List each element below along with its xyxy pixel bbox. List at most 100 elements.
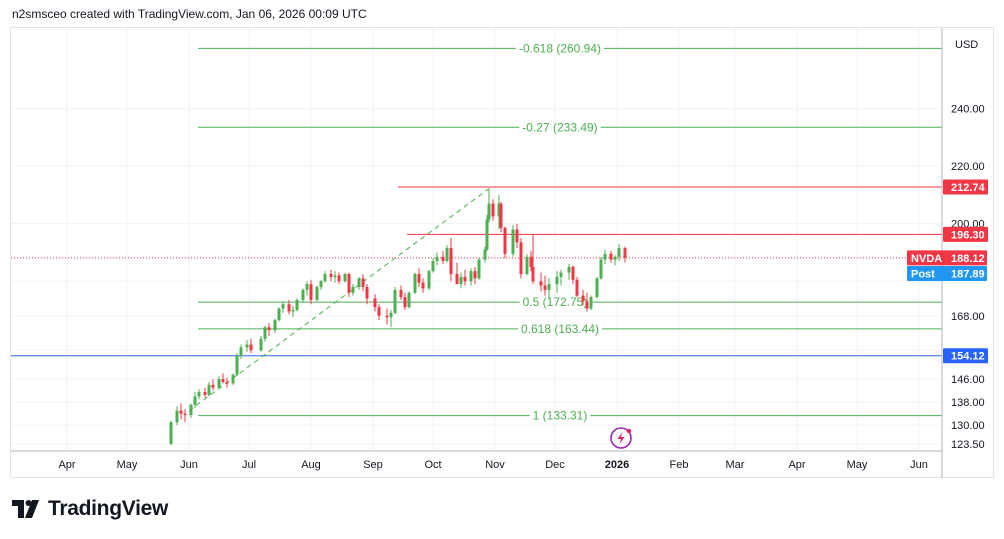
candle-body [499, 203, 503, 228]
fib-level-label: 0.5 (172.75) [523, 295, 588, 309]
x-tick-label: May [117, 459, 138, 471]
candle-body [263, 327, 267, 339]
tradingview-logo-icon [12, 500, 39, 518]
candle-body [613, 256, 617, 260]
x-axis[interactable]: Apr May Jun Jul Aug Sep Oct Nov Dec 2026 Feb Mar Apr… [11, 450, 942, 471]
candle-body [287, 304, 291, 312]
candle-body [211, 384, 215, 388]
candle-body [393, 289, 397, 313]
symbol-tag-value: 188.12 [951, 253, 985, 265]
y-tick-label: 146.00 [951, 374, 985, 386]
candle-body [319, 281, 323, 287]
candle-body [421, 282, 425, 289]
price-tag-value: 154.12 [951, 351, 985, 363]
fib-label-bg [519, 120, 601, 135]
x-tick-label: Dec [545, 459, 565, 471]
symbol-tag-box [907, 250, 987, 266]
grid-lines [11, 28, 942, 451]
price-tag-value: 212.74 [951, 182, 986, 194]
candle-body [455, 274, 459, 285]
candle-body [207, 384, 211, 395]
fib-level-label: 1 (133.31) [533, 409, 588, 423]
candle-body [483, 249, 487, 260]
candle-body [543, 285, 547, 290]
fibonacci-levels[interactable]: -0.618 (260.94) -0.27 (233.49) 0.5 (172.75… [11, 41, 942, 423]
candle-body [217, 379, 221, 388]
candle-body [281, 304, 285, 309]
candle-body [585, 301, 589, 309]
candle-body [235, 356, 239, 375]
currency-label[interactable]: USD [955, 39, 978, 51]
y-tick-label: 220.00 [951, 161, 985, 173]
candle-body [603, 253, 607, 260]
candle-body [351, 286, 355, 293]
candle-body [193, 396, 197, 405]
logo-wordmark: TradingView [48, 497, 169, 520]
candle-body [175, 410, 179, 423]
y-tick-label: 168.00 [951, 311, 985, 323]
fib-level-label: -0.27 (233.49) [522, 120, 597, 134]
symbol-tag-name: NVDA [911, 253, 942, 265]
candle-body [435, 256, 439, 262]
candle-body [343, 274, 347, 282]
x-tick-label: Nov [485, 459, 505, 471]
chart-panel[interactable] [10, 27, 994, 478]
trend-line-layer[interactable] [11, 188, 942, 412]
y-tick-label: 123.50 [951, 439, 985, 451]
candle-body [623, 248, 627, 258]
candle-body [571, 266, 575, 280]
price-tag-value: 196.30 [951, 229, 985, 241]
candle-body [559, 272, 563, 277]
candle-body [427, 271, 431, 289]
chart-caption: n2smsceo created with TradingView.com, J… [12, 7, 367, 21]
candle-body [519, 242, 523, 275]
x-tick-label: Jul [242, 459, 256, 471]
candle-body [389, 312, 393, 318]
candle-body [169, 422, 173, 444]
candle-body [245, 344, 249, 348]
candle-body [347, 274, 351, 293]
x-tick-label: Jun [180, 459, 198, 471]
candle-body [547, 284, 551, 290]
x-tick-label: Feb [670, 459, 689, 471]
candle-body [357, 278, 361, 287]
candle-body [203, 392, 207, 395]
x-tick-label: Jun [910, 459, 928, 471]
candle-body [477, 259, 481, 279]
candle-body [231, 374, 235, 384]
x-tick-label: 2026 [605, 459, 629, 471]
symbol-tag-value: 187.89 [951, 269, 985, 281]
candle-body [295, 299, 299, 310]
flash-icon[interactable] [610, 427, 632, 449]
candle-body [403, 297, 407, 308]
candle-body [515, 229, 519, 243]
candle-body [189, 404, 193, 416]
candle-body [575, 279, 579, 296]
candle-body [309, 284, 313, 300]
candle-body [291, 310, 295, 312]
x-tick-label: Sep [363, 459, 383, 471]
candle-body [277, 308, 281, 321]
price-tag-box [943, 226, 988, 242]
candle-body [445, 248, 449, 262]
candle-body [407, 292, 411, 308]
candle-body [329, 274, 333, 277]
x-tick-label: May [847, 459, 868, 471]
candle-body [487, 203, 491, 220]
candle-body [337, 275, 341, 282]
candle-body [555, 276, 559, 285]
fib-label-bg [517, 321, 603, 336]
fib-label-bg [519, 295, 591, 310]
symbol-tag-box [907, 266, 987, 282]
y-tick-label: 130.00 [951, 420, 985, 432]
candle-body [441, 256, 445, 262]
x-tick-label: Aug [301, 459, 321, 471]
candle-body [463, 276, 467, 282]
candle-body [525, 256, 529, 275]
candle-body [497, 203, 501, 217]
candle-body [301, 289, 305, 300]
candle-body [361, 278, 365, 287]
fib-level-label: 0.618 (163.44) [521, 322, 599, 336]
candle-body [259, 338, 263, 351]
